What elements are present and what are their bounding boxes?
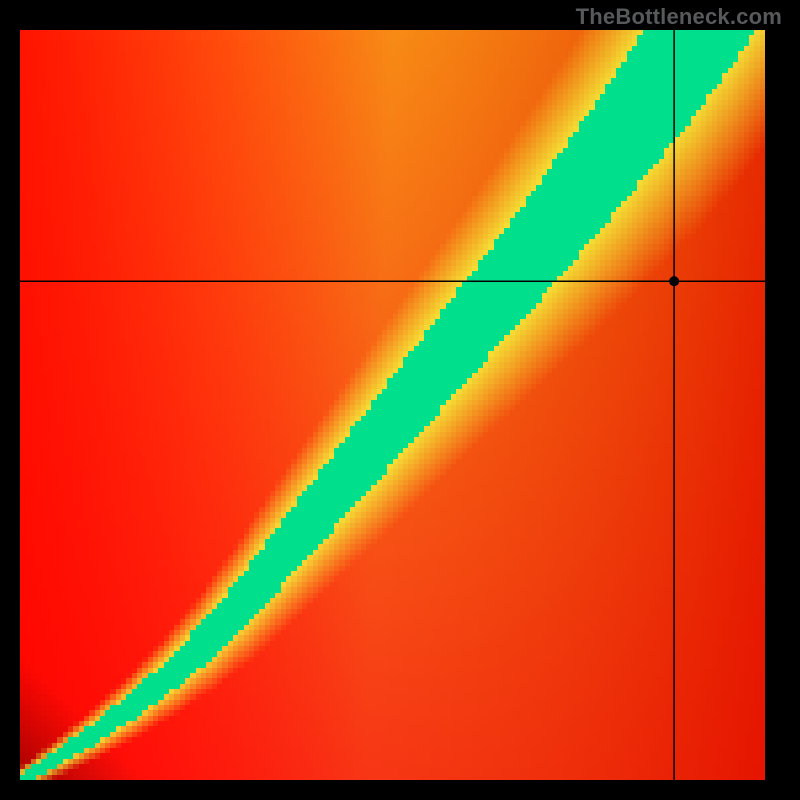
chart-container: TheBottleneck.com [0,0,800,800]
watermark-label: TheBottleneck.com [576,4,782,30]
bottleneck-heatmap [0,0,800,800]
